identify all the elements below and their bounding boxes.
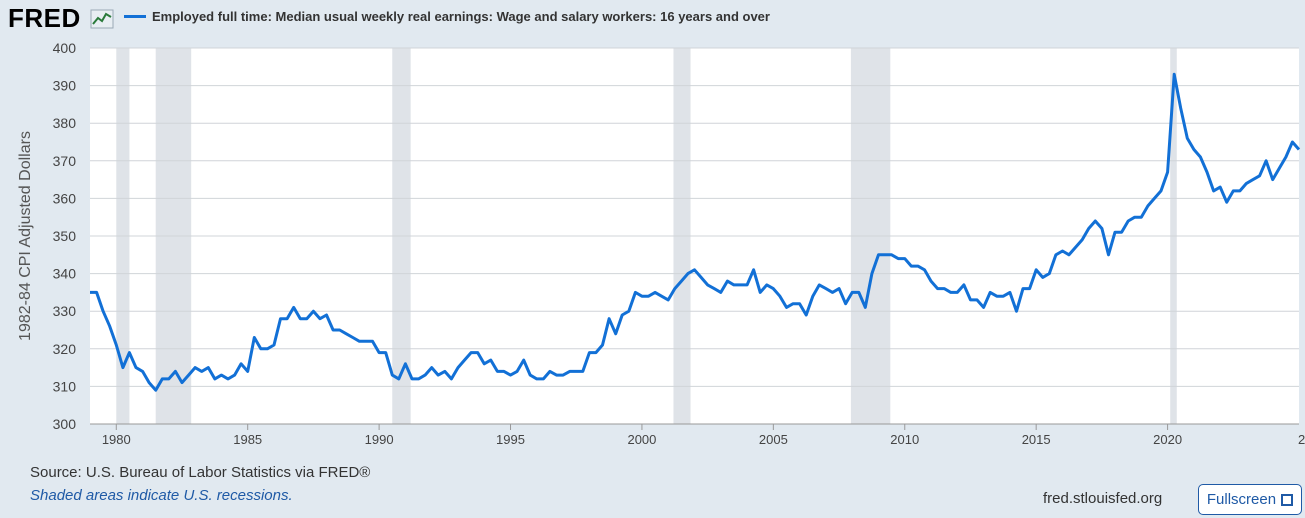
y-tick-label: 370 bbox=[53, 153, 77, 169]
y-tick-label: 310 bbox=[53, 378, 77, 394]
x-tick-label: 2010 bbox=[890, 432, 919, 447]
x-tick-label: 1985 bbox=[233, 432, 262, 447]
x-tick-label: 2000 bbox=[627, 432, 656, 447]
fullscreen-label: Fullscreen bbox=[1206, 491, 1277, 508]
y-tick-label: 350 bbox=[53, 228, 77, 244]
x-tick-label: 202 bbox=[1298, 432, 1305, 447]
x-tick-label: 2020 bbox=[1153, 432, 1182, 447]
fred-logo: FRED bbox=[8, 3, 81, 33]
fullscreen-icon bbox=[1281, 493, 1294, 506]
y-tick-label: 320 bbox=[53, 341, 77, 357]
x-tick-label: 1990 bbox=[365, 432, 394, 447]
legend-label: Employed full time: Median usual weekly … bbox=[152, 9, 770, 24]
series-line bbox=[90, 72, 1301, 392]
fullscreen-button[interactable]: Fullscreen bbox=[1198, 484, 1302, 515]
y-tick-label: 360 bbox=[53, 190, 77, 206]
y-tick-label: 340 bbox=[53, 266, 77, 282]
site-link[interactable]: fred.stlouisfed.org bbox=[1043, 490, 1163, 507]
y-tick-label: 330 bbox=[53, 303, 77, 319]
chart-line-icon bbox=[90, 9, 114, 29]
y-tick-label: 380 bbox=[53, 115, 77, 131]
source-note: Source: U.S. Bureau of Labor Statistics … bbox=[30, 464, 371, 481]
recession-note: Shaded areas indicate U.S. recessions. bbox=[30, 487, 293, 504]
y-tick-label: 300 bbox=[53, 416, 77, 432]
line-chart: 300 310 320 330 340 350 360 370 380 390 400 1980 198… bbox=[17, 40, 1305, 447]
y-axis-label: 1982-84 CPI Adjusted Dollars bbox=[17, 131, 34, 341]
x-tick-label: 1995 bbox=[496, 432, 525, 447]
x-tick-label: 2005 bbox=[759, 432, 788, 447]
y-tick-label: 400 bbox=[53, 40, 77, 56]
legend-swatch bbox=[124, 15, 146, 18]
x-tick-label: 1980 bbox=[102, 432, 131, 447]
y-tick-label: 390 bbox=[53, 78, 77, 94]
x-tick-label: 2015 bbox=[1022, 432, 1051, 447]
chart-legend: Employed full time: Median usual weekly … bbox=[124, 9, 770, 24]
